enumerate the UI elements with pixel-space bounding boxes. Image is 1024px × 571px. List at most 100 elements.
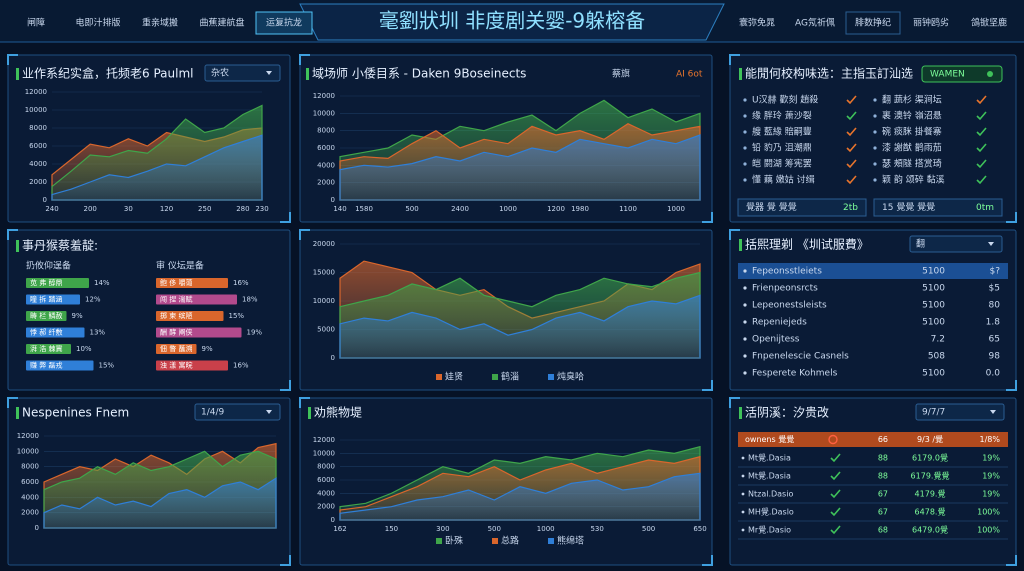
table-cell: 19% xyxy=(982,490,1000,499)
legend-swatch xyxy=(436,374,442,380)
bar-value: 16% xyxy=(233,362,249,370)
check-item: 铅 豹乃 沮潮鼎 xyxy=(752,142,812,154)
legend-swatch xyxy=(548,374,554,380)
table-cell: 6478.覺 xyxy=(915,507,946,517)
corner xyxy=(299,54,310,65)
table-head-cell: 66 xyxy=(878,435,888,444)
bar xyxy=(26,327,85,338)
bullet xyxy=(873,114,877,118)
table-cell: 6179.0覺 xyxy=(912,453,948,463)
dropdown-arrow xyxy=(266,71,272,75)
nav-tab-label: AG氖祈佩 xyxy=(795,17,835,29)
bullet xyxy=(743,303,747,307)
bar xyxy=(156,278,228,288)
bar xyxy=(26,278,89,288)
table-cell: 68 xyxy=(878,526,888,535)
y-tick-label: 10000 xyxy=(17,447,39,455)
area-series xyxy=(339,134,701,201)
bar-value: 15% xyxy=(229,312,245,320)
row-name: Frienpeonsrcts xyxy=(752,284,818,294)
check-item: 缘 胖玲 萧沙裂 xyxy=(752,110,812,122)
bullet xyxy=(743,286,747,290)
bar-label: 悸 郝 纤敷 xyxy=(30,328,62,337)
corner xyxy=(1006,555,1017,566)
row-value: 5100 xyxy=(922,369,945,379)
y-tick-label: 0 xyxy=(331,354,335,362)
dropdown[interactable] xyxy=(204,64,281,82)
column-header: 扔攸仰逞备 xyxy=(26,260,71,272)
dropdown[interactable] xyxy=(915,403,1005,421)
y-tick-label: 8000 xyxy=(317,463,335,471)
table-head-cell: ownens 覺覺 xyxy=(745,434,794,444)
row-value: 5100 xyxy=(922,318,945,328)
x-tick-label: 1580 xyxy=(355,205,373,213)
area-series xyxy=(51,134,263,201)
table-head-cell: 9/3 /覺 xyxy=(917,434,943,444)
x-tick-label: 230 xyxy=(255,205,268,213)
y-tick-label: 2000 xyxy=(29,178,47,186)
bar-value: 13% xyxy=(90,329,106,337)
dropdown-label: 1/4/9 xyxy=(201,408,225,418)
y-tick-label: 12000 xyxy=(25,88,47,96)
check-icon xyxy=(846,159,857,169)
x-tick-label: 140 xyxy=(333,205,346,213)
y-tick-label: 12000 xyxy=(17,432,39,440)
corner xyxy=(7,397,18,408)
row-extra: $? xyxy=(989,267,1000,277)
title-accent xyxy=(16,407,19,419)
table-cell: 19% xyxy=(982,454,1000,463)
y-tick-label: 2000 xyxy=(21,509,39,517)
y-tick-label: 6000 xyxy=(29,142,47,150)
y-tick-label: 4000 xyxy=(21,493,39,501)
corner xyxy=(702,555,713,566)
check-icon xyxy=(976,95,987,105)
summary-value: 2tb xyxy=(843,203,858,213)
y-tick-label: 0 xyxy=(35,524,39,532)
area-series xyxy=(339,294,701,359)
summary-label: 15 覺覺 覺覺 xyxy=(882,201,935,213)
nav-tab[interactable] xyxy=(845,11,901,35)
table-head-cell: 1/8% xyxy=(980,435,1001,444)
check-icon xyxy=(846,95,857,105)
row-highlight xyxy=(738,263,1008,279)
row-name: Fnpenelescie Casnels xyxy=(752,352,849,362)
row-extra: 98 xyxy=(989,352,1001,362)
x-tick-label: 1200 xyxy=(547,205,565,213)
dropdown[interactable] xyxy=(194,403,281,421)
bar xyxy=(156,311,224,321)
bar-label: 佃 瞥 蘸溯 xyxy=(160,344,192,353)
check-icon xyxy=(846,111,857,121)
bullet xyxy=(743,269,747,273)
title-accent xyxy=(16,240,19,252)
y-tick-label: 6000 xyxy=(21,478,39,486)
corner xyxy=(1006,380,1017,391)
legend-label: 总路 xyxy=(501,535,519,547)
bar-label: 畴 栏 鳞赦 xyxy=(30,311,62,320)
panel-title: 活阴溪：汐贵改 xyxy=(745,405,829,420)
y-tick-label: 6000 xyxy=(317,476,335,484)
x-tick-label: 2400 xyxy=(451,205,469,213)
nav-tab-label: 闸障 xyxy=(27,17,45,29)
bullet xyxy=(743,320,747,324)
panel xyxy=(729,397,1017,566)
bullet xyxy=(873,130,877,134)
bar xyxy=(26,311,67,321)
dropdown[interactable] xyxy=(909,235,1003,253)
x-tick-label: 300 xyxy=(436,525,449,533)
check-icon xyxy=(830,489,841,499)
bar-value: 14% xyxy=(94,279,110,287)
panel-title: 事丹猴蔡羞靛: xyxy=(22,238,98,253)
corner xyxy=(280,555,291,566)
row-name: Fepeonsstleiets xyxy=(752,267,822,277)
table-cell: Mr覺.Dasio xyxy=(748,525,791,535)
row-extra: 1.8 xyxy=(986,318,1001,328)
nav-tab[interactable] xyxy=(255,11,313,35)
row-value: 5100 xyxy=(922,301,945,311)
bar xyxy=(156,344,197,354)
bullet xyxy=(741,528,745,532)
check-icon xyxy=(830,525,841,535)
legend-label: 炖臭哈 xyxy=(557,371,584,383)
y-tick-label: 0 xyxy=(331,196,335,204)
bar-value: 10% xyxy=(76,345,92,353)
